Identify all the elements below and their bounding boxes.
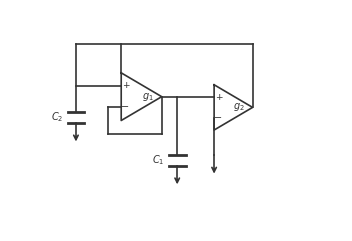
Text: $C_1$: $C_1$	[152, 154, 164, 167]
Text: −: −	[214, 113, 222, 123]
Text: −: −	[121, 102, 130, 112]
Text: $C_2$: $C_2$	[51, 111, 63, 124]
Text: +: +	[215, 93, 222, 102]
Text: $g_2$: $g_2$	[233, 101, 245, 114]
Text: $g_1$: $g_1$	[142, 91, 153, 103]
Text: +: +	[122, 81, 129, 90]
